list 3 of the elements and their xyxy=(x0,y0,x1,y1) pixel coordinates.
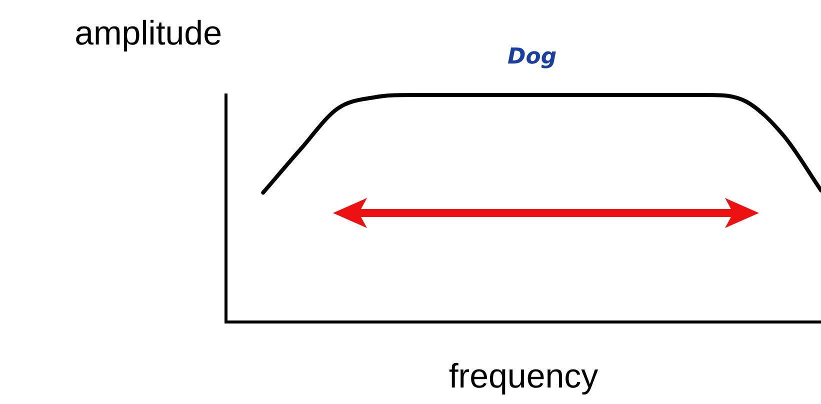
y-axis-title: amplitude xyxy=(74,14,222,52)
chart-title: Dog xyxy=(507,44,557,70)
x-axis-title: frequency xyxy=(448,357,598,396)
